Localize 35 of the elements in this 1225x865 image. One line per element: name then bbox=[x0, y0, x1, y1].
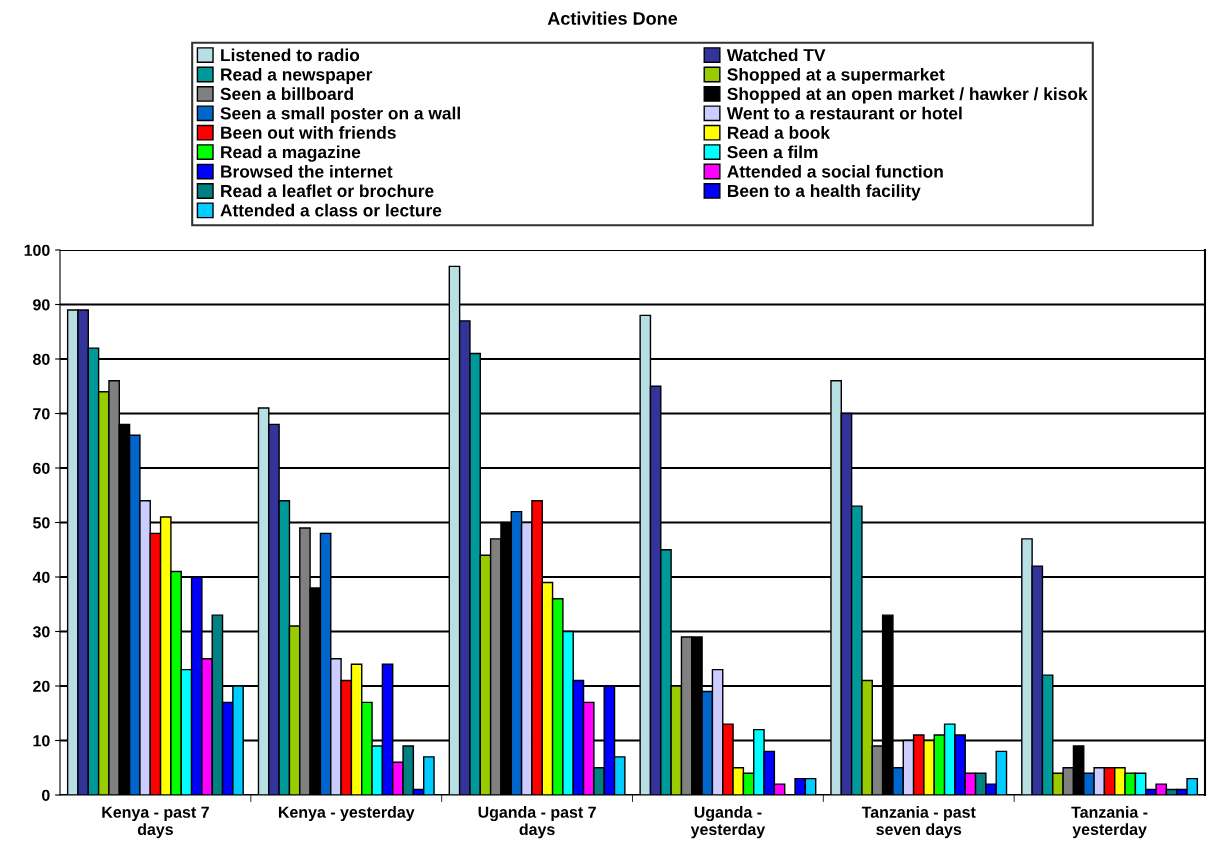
legend-label: Watched TV bbox=[726, 48, 826, 62]
x-tick-label: Kenya - past 7 days bbox=[102, 806, 209, 839]
y-tick-label: 90 bbox=[33, 299, 50, 311]
y-tick-label: 100 bbox=[24, 244, 50, 256]
legend-label: Read a magazine bbox=[221, 145, 361, 162]
legend-label: Read a book bbox=[727, 126, 831, 139]
y-tick-label: 70 bbox=[33, 408, 50, 420]
y-tick-label: 80 bbox=[33, 353, 50, 365]
legend-label: Been to a health facility bbox=[727, 184, 921, 201]
x-tick-label: Uganda - past 7 days bbox=[478, 806, 596, 839]
legend-label: Went to a restaurant or hotel bbox=[726, 106, 962, 120]
y-tick-label: 50 bbox=[33, 517, 50, 529]
y-tick-label: 60 bbox=[33, 462, 50, 474]
legend-label: Shopped at an open market / hawker / kisok bbox=[727, 87, 1088, 104]
y-tick-label: 20 bbox=[33, 680, 50, 692]
y-tick-label: 10 bbox=[33, 735, 50, 747]
legend-label: Shopped at a supermarket bbox=[727, 67, 945, 85]
x-tick-label: Uganda - yesterday bbox=[690, 806, 766, 839]
y-tick-label: 0 bbox=[42, 789, 50, 801]
x-tick-label: Tanzania - yesterday bbox=[1071, 806, 1148, 839]
legend-label: Seen a film bbox=[727, 145, 818, 159]
x-tick-label: Kenya - yesterday bbox=[278, 806, 415, 821]
legend-label: Listened to radio bbox=[221, 48, 360, 62]
legend-label: Read a newspaper bbox=[221, 67, 373, 85]
legend-label: Seen a small poster on a wall bbox=[220, 106, 460, 123]
legend-label: Seen a billboard bbox=[220, 87, 353, 101]
chart-title: Activities Done bbox=[547, 11, 678, 25]
legend-label: Attended a class or lecture bbox=[220, 203, 442, 217]
legend-label: Attended a social function bbox=[727, 164, 943, 178]
x-tick-label: Tanzania - past seven days bbox=[861, 806, 976, 839]
y-tick-label: 40 bbox=[32, 571, 50, 583]
y-tick-label: 30 bbox=[32, 626, 50, 638]
legend-label: Read a leaflet or brochure bbox=[221, 184, 434, 198]
legend-label: Been out with friends bbox=[221, 126, 396, 139]
legend-label: Browsed the internet bbox=[221, 164, 393, 178]
